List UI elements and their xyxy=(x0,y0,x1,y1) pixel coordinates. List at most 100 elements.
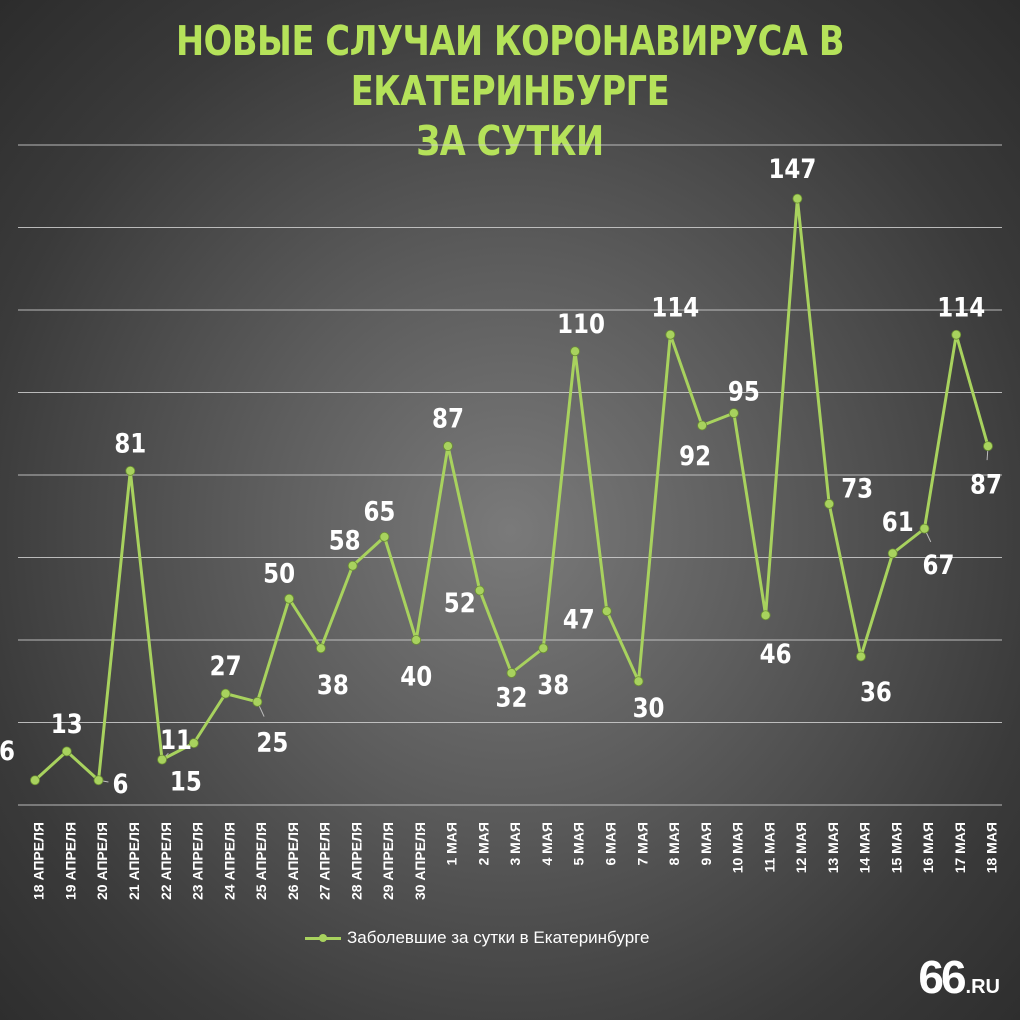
x-tick-label: 23 АПРЕЛЯ xyxy=(190,822,206,900)
x-tick-label: 21 АПРЕЛЯ xyxy=(126,822,142,900)
x-tick-label: 2 МАЯ xyxy=(475,822,491,866)
data-label: 87 xyxy=(970,469,1002,500)
logo-suffix: .RU xyxy=(965,976,1000,998)
x-tick-label: 27 АПРЕЛЯ xyxy=(317,822,333,900)
data-label: 6 xyxy=(0,735,15,766)
x-tick-label: 25 АПРЕЛЯ xyxy=(253,822,269,900)
data-label: 25 xyxy=(256,727,288,758)
data-point xyxy=(252,696,263,707)
data-label: 67 xyxy=(923,549,955,580)
x-tick-label: 15 МАЯ xyxy=(888,822,904,873)
data-label: 13 xyxy=(51,708,83,739)
x-tick-label: 17 МАЯ xyxy=(952,822,968,873)
data-point xyxy=(220,688,231,699)
chart-title-line2: ЗА СУТКИ xyxy=(416,117,604,165)
data-point xyxy=(601,606,612,617)
data-point xyxy=(474,585,485,596)
grid-lines xyxy=(18,144,1002,806)
data-point xyxy=(443,441,453,452)
data-label: 95 xyxy=(728,376,760,407)
legend: Заболевшие за сутки в Екатеринбурге xyxy=(305,928,649,948)
data-label: 87 xyxy=(432,403,464,434)
data-point xyxy=(30,775,40,786)
x-tick-label: 24 АПРЕЛЯ xyxy=(221,822,237,900)
data-label: 40 xyxy=(400,661,432,692)
x-tick-label: 6 МАЯ xyxy=(603,822,619,866)
data-label: 50 xyxy=(263,558,295,589)
data-label: 27 xyxy=(210,650,242,681)
data-point xyxy=(919,523,930,534)
data-point xyxy=(951,329,962,340)
x-tick-labels: 18 АПРЕЛЯ 19 АПРЕЛЯ 20 АПРЕЛЯ 21 АПРЕЛЯ 22 А… xyxy=(31,822,1000,900)
data-point xyxy=(125,465,136,476)
data-label: 6 xyxy=(113,768,129,799)
chart-title: НОВЫЕ СЛУЧАИ КОРОНАВИРУСА В ЕКАТЕРИНБУРГ… xyxy=(92,16,928,166)
x-tick-label: 16 МАЯ xyxy=(920,822,936,873)
data-point xyxy=(188,738,199,749)
data-point xyxy=(379,531,390,542)
logo-66ru: 66 .RU xyxy=(918,950,1000,1004)
data-label: 30 xyxy=(633,692,665,723)
data-point xyxy=(728,408,739,419)
x-tick-label: 30 АПРЕЛЯ xyxy=(412,822,428,900)
data-point xyxy=(61,746,72,757)
logo-number: 66 xyxy=(918,951,966,1003)
data-label: 73 xyxy=(841,473,873,504)
data-point xyxy=(315,643,326,654)
x-tick-label: 29 АПРЕЛЯ xyxy=(380,822,396,900)
data-point xyxy=(570,346,580,357)
x-tick-label: 10 МАЯ xyxy=(730,822,746,873)
data-label: 47 xyxy=(563,604,595,635)
data-point xyxy=(856,651,866,662)
data-label: 38 xyxy=(317,669,349,700)
data-label: 81 xyxy=(114,428,146,459)
x-tick-label: 18 АПРЕЛЯ xyxy=(31,822,47,900)
data-label: 15 xyxy=(170,766,202,797)
data-point xyxy=(347,560,358,571)
x-tick-label: 4 МАЯ xyxy=(539,822,555,866)
x-tick-label: 13 МАЯ xyxy=(825,822,841,873)
data-point xyxy=(506,668,517,678)
data-label: 32 xyxy=(496,682,528,713)
x-tick-label: 22 АПРЕЛЯ xyxy=(158,822,174,900)
data-point xyxy=(633,676,644,687)
x-tick-label: 28 АПРЕЛЯ xyxy=(348,822,364,900)
data-point xyxy=(760,610,771,621)
data-point xyxy=(284,593,295,604)
data-label: 110 xyxy=(557,308,605,339)
x-tick-label: 8 МАЯ xyxy=(666,822,682,866)
data-label: 92 xyxy=(679,440,711,471)
x-tick-label: 5 МАЯ xyxy=(571,822,587,866)
data-label: 114 xyxy=(651,292,699,323)
x-tick-label: 19 АПРЕЛЯ xyxy=(62,822,78,900)
x-tick-label: 20 АПРЕЛЯ xyxy=(94,822,110,900)
x-tick-label: 3 МАЯ xyxy=(507,822,523,866)
data-point xyxy=(411,635,422,645)
data-point xyxy=(93,775,104,786)
x-tick-label: 1 МАЯ xyxy=(444,822,460,866)
data-label: 52 xyxy=(444,587,476,618)
data-point xyxy=(824,498,835,509)
x-tick-label: 11 МАЯ xyxy=(761,822,777,873)
data-label: 36 xyxy=(860,676,892,707)
data-label: 114 xyxy=(937,292,985,323)
data-label: 38 xyxy=(537,669,569,700)
data-label: 147 xyxy=(768,153,816,184)
data-points xyxy=(30,193,993,786)
legend-swatch xyxy=(305,933,341,943)
data-label: 11 xyxy=(160,724,192,755)
data-point xyxy=(792,193,803,204)
x-tick-label: 14 МАЯ xyxy=(857,822,873,873)
x-tick-label: 12 МАЯ xyxy=(793,822,809,873)
x-tick-label: 26 АПРЕЛЯ xyxy=(285,822,301,900)
data-point xyxy=(665,329,676,340)
x-tick-label: 18 МАЯ xyxy=(984,822,1000,873)
data-label: 61 xyxy=(882,506,914,537)
data-label: 65 xyxy=(363,496,395,527)
legend-label: Заболевшие за сутки в Екатеринбурге xyxy=(347,928,650,947)
data-point xyxy=(887,548,898,559)
data-point xyxy=(983,441,993,452)
chart-title-line1: НОВЫЕ СЛУЧАИ КОРОНАВИРУСА В ЕКАТЕРИНБУРГ… xyxy=(175,17,845,115)
